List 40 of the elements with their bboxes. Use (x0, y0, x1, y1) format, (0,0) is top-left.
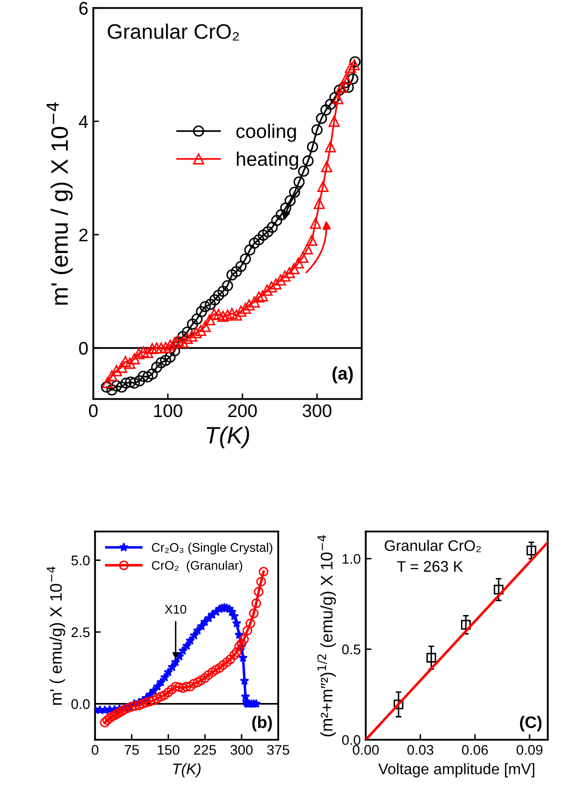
y-tick-label: 2.5 (72, 627, 90, 638)
annotation: Granular CrO₂ (108, 24, 239, 40)
x-axis-title: T(K) (173, 763, 201, 778)
annotation: (b) (252, 716, 272, 732)
x-tick-label: 300 (230, 744, 253, 755)
x-tick-label: 150 (158, 744, 180, 755)
x-tick-label: 200 (228, 404, 257, 418)
legend-label: CrO₂ (Granular) (152, 560, 242, 572)
legend-label: cooling (236, 124, 296, 142)
annotation: T = 263 K (397, 561, 463, 572)
annotation: Granular CrO₂ (384, 540, 481, 552)
y-tick-label: 0 (79, 342, 88, 355)
y-tick-label: 0.0 (342, 735, 360, 745)
x-tick-label: 375 (267, 744, 290, 755)
y-tick-label: 1.0 (342, 554, 360, 564)
y-tick-label: 6 (79, 2, 88, 15)
legend-label: heating (236, 152, 298, 170)
y-axis-title: m' (emu / g) X 10$^{−4}$ (46, 102, 73, 305)
x-tick-label: 0.00 (352, 744, 379, 755)
x-tick-label: 0.06 (462, 744, 488, 755)
x-tick-label: 300 (302, 404, 332, 418)
x-axis-title: Voltage amplitude [mV] (378, 763, 534, 778)
y-axis-title: m' ( emu/g) X 10$^{−4}$ (46, 566, 66, 705)
x-tick-label: 0 (92, 744, 98, 755)
y-tick-label: 2 (79, 228, 88, 242)
y-tick-label: 0.0 (71, 699, 90, 710)
x-tick-label: 225 (194, 744, 216, 755)
y-tick-label: 4 (78, 115, 88, 128)
x-axis-title: T(K) (206, 426, 250, 448)
y-tick-label: 0.5 (342, 644, 360, 654)
y-axis-title: (m²+m″²)$^{1/2}$ (emu/g) X 10$^{−4}$ (317, 535, 336, 736)
y-tick-label: 5.0 (71, 556, 90, 566)
annotation: (a) (332, 366, 353, 384)
legend-label: Cr₂O₃ (Single Crystal) (152, 542, 272, 554)
x-tick-label: 75 (124, 745, 139, 755)
x-tick-label: 0.03 (407, 744, 434, 755)
annotation: X10 (164, 604, 186, 614)
x-tick-label: 100 (154, 404, 182, 418)
x-tick-label: 0.09 (516, 744, 542, 755)
annotation: (C) (520, 716, 542, 732)
